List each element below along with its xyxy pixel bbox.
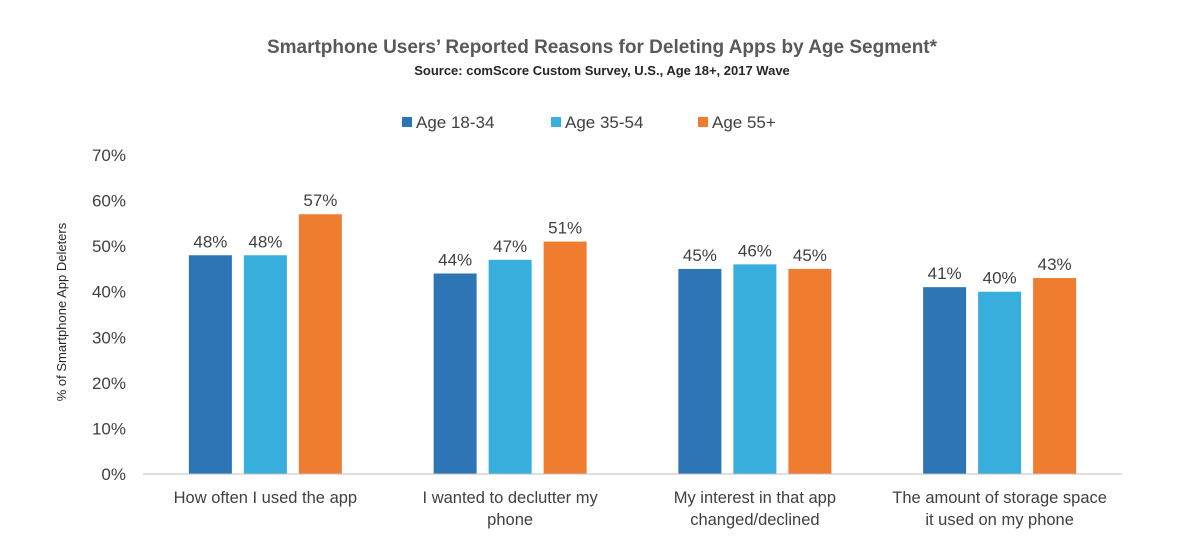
y-tick-label: 70% — [92, 146, 126, 165]
bar-age-35-54-1 — [243, 255, 287, 474]
data-label: 47% — [493, 237, 527, 256]
y-tick-label: 40% — [92, 283, 126, 302]
y-tick-label: 20% — [92, 374, 126, 393]
legend-swatch-age-35-54 — [551, 117, 561, 127]
bar-age-35-54-3 — [733, 264, 777, 474]
chart-title: Smartphone Users’ Reported Reasons for D… — [267, 37, 938, 58]
data-label: 48% — [193, 232, 227, 251]
bar-age-35-54-4 — [978, 291, 1022, 474]
legend: Age 18-34 Age 35-54 Age 55+ — [402, 113, 776, 132]
legend-swatch-age-55 — [698, 117, 708, 127]
legend-label-age-18-34: Age 18-34 — [416, 113, 494, 132]
bar-age-55-2 — [543, 241, 587, 474]
bar-age-55-3 — [788, 268, 832, 474]
data-label: 45% — [683, 246, 717, 265]
data-label: 43% — [1038, 255, 1072, 274]
y-axis-ticks: 0% 10% 20% 30% 40% 50% 60% 70% — [92, 146, 126, 484]
data-labels: 48% 48% 57% 44% 47% 51% 45% 46% 45% 41% 40% 43% — [193, 191, 1071, 287]
x-category-label: My interest in that app — [674, 489, 836, 507]
data-label: 45% — [793, 246, 827, 265]
data-label: 51% — [548, 219, 582, 238]
x-category-label: changed/declined — [690, 511, 819, 529]
chart-subtitle: Source: comScore Custom Survey, U.S., Ag… — [414, 63, 790, 78]
data-label: 44% — [438, 250, 472, 269]
legend-label-age-55: Age 55+ — [712, 113, 776, 132]
bar-age-55-4 — [1033, 278, 1077, 474]
x-category-label: How often I used the app — [174, 489, 357, 507]
x-category-label: I wanted to declutter my — [423, 489, 599, 507]
x-category-label: it used on my phone — [925, 511, 1074, 529]
bar-age-18-34-3 — [678, 268, 722, 474]
data-label: 46% — [738, 241, 772, 260]
bar-age-35-54-2 — [488, 259, 532, 474]
y-tick-label: 10% — [92, 419, 126, 438]
x-category-label: The amount of storage space — [892, 489, 1107, 507]
data-label: 41% — [928, 264, 962, 283]
legend-swatch-age-18-34 — [402, 117, 412, 127]
bars — [188, 214, 1077, 474]
x-axis-categories: How often I used the app I wanted to decl… — [174, 489, 1107, 529]
bar-age-18-34-4 — [923, 287, 967, 474]
y-axis-label: % of Smartphone App Deleters — [54, 222, 69, 401]
y-tick-label: 0% — [101, 465, 126, 484]
y-tick-label: 50% — [92, 237, 126, 256]
data-label: 48% — [248, 232, 282, 251]
x-category-label: phone — [487, 511, 533, 529]
y-tick-label: 60% — [92, 192, 126, 211]
bar-age-55-1 — [298, 214, 342, 474]
bar-age-18-34-2 — [433, 273, 477, 474]
y-tick-label: 30% — [92, 328, 126, 347]
data-label: 40% — [983, 269, 1017, 288]
bar-age-18-34-1 — [188, 255, 232, 474]
data-label: 57% — [303, 191, 337, 210]
legend-label-age-35-54: Age 35-54 — [565, 113, 643, 132]
